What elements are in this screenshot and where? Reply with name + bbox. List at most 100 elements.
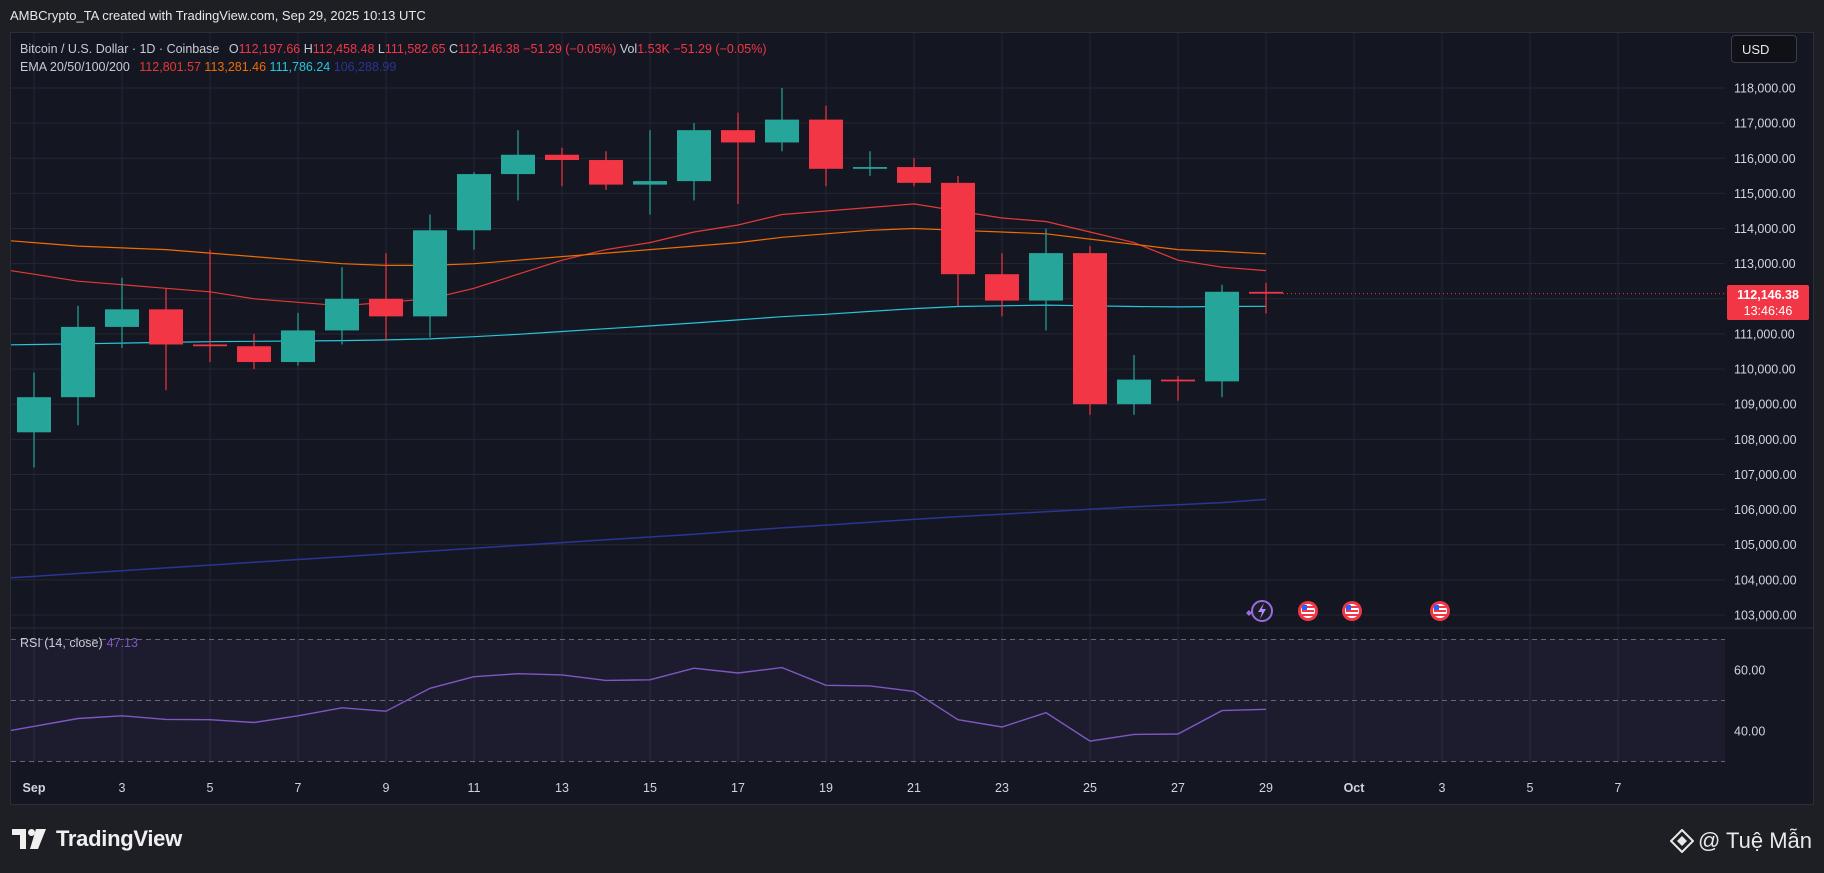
ema-label[interactable]: EMA 20/50/100/200 <box>20 60 130 74</box>
candle-body <box>721 130 755 143</box>
rsi-legend: RSI (14, close) 47.13 <box>20 636 138 650</box>
candle <box>281 312 315 366</box>
ema-line-ema50 <box>10 227 1267 266</box>
price-axis-label: 118,000.00 <box>1734 82 1796 96</box>
open-value: 112,197.66 <box>238 42 301 56</box>
candle-body <box>1029 253 1063 301</box>
time-axis-label: 13 <box>555 781 569 795</box>
candle-body <box>1117 379 1151 405</box>
time-axis-label: 5 <box>1527 781 1534 795</box>
time-axis-label: 11 <box>468 781 481 795</box>
candle-body <box>501 154 535 175</box>
candle <box>765 88 799 152</box>
candle <box>1205 284 1239 398</box>
rsi-axis-label: 40.00 <box>1734 725 1765 739</box>
time-axis-label: 17 <box>731 781 745 795</box>
candle-body <box>237 346 271 363</box>
tradingview-wordmark: TradingView <box>56 826 182 851</box>
candle-body <box>193 344 227 347</box>
price-axis-label: 106,000.00 <box>1734 503 1797 517</box>
candle <box>105 277 139 348</box>
time-axis-label: 29 <box>1259 781 1273 795</box>
us-flag-event-icon <box>1298 601 1318 621</box>
candle <box>897 158 931 187</box>
us-flag-event-icon <box>1342 601 1362 621</box>
candle <box>149 288 183 391</box>
time-axis-label: 7 <box>295 781 302 795</box>
symbol-label[interactable]: Bitcoin / U.S. Dollar · 1D · Coinbase <box>20 42 220 56</box>
ohlc-row: Bitcoin / U.S. Dollar · 1D · Coinbase O1… <box>20 40 766 58</box>
candle-body <box>457 174 491 231</box>
candle <box>1161 376 1195 401</box>
chart-panel[interactable] <box>10 32 1814 805</box>
diamond-icon <box>1669 829 1694 853</box>
time-axis-label: 21 <box>907 781 921 795</box>
lightning-event-icon <box>1246 600 1273 622</box>
candle-countdown: 13:46:46 <box>1743 304 1793 318</box>
price-axis-label: 104,000.00 <box>1734 573 1797 587</box>
ema50-value: 113,281.46 <box>204 60 267 74</box>
close-value: 112,146.38 <box>458 42 520 56</box>
candle-body <box>897 167 931 183</box>
volume-label: Vol <box>619 42 638 56</box>
ema-row: EMA 20/50/100/200 112,801.57 113,281.46 … <box>20 58 766 76</box>
candle <box>237 333 271 370</box>
watermark-text: @ Tuệ Mẫn <box>1697 828 1812 853</box>
candle <box>17 372 51 468</box>
attribution-text: AMBCrypto_TA created with TradingView.co… <box>10 8 426 23</box>
candle <box>413 214 447 338</box>
author-watermark: @ Tuệ Mẫn <box>1669 828 1812 854</box>
candle <box>61 305 95 426</box>
low-value: 111,582.65 <box>384 42 446 56</box>
price-axis-label: 107,000.00 <box>1734 468 1797 482</box>
candle-body <box>941 182 975 275</box>
candle-body <box>325 298 359 331</box>
candle <box>1073 246 1107 415</box>
candle <box>809 105 843 187</box>
volume-value: 1.53K <box>637 42 670 56</box>
economic-events <box>1246 600 1450 622</box>
change-value: −51.29 (−0.05%) <box>523 42 617 56</box>
time-axis-label: 3 <box>119 781 126 795</box>
candle-body <box>1073 253 1107 405</box>
time-axis-label: 5 <box>207 781 214 795</box>
candle-body <box>369 298 403 317</box>
candle-body <box>105 309 139 327</box>
price-axis-label: 103,000.00 <box>1734 609 1797 623</box>
price-axis-label: 114,000.00 <box>1734 222 1796 236</box>
candle <box>589 151 623 190</box>
price-axis-label: 116,000.00 <box>1734 152 1796 166</box>
candle <box>1029 228 1063 331</box>
price-axis-label: 105,000.00 <box>1734 538 1797 552</box>
candle-body <box>765 119 799 143</box>
candle-body <box>633 181 667 185</box>
time-axis-label: 19 <box>819 781 833 795</box>
rsi-value: 47.13 <box>106 636 138 650</box>
time-axis-label: 23 <box>995 781 1009 795</box>
candle-body <box>1249 291 1283 294</box>
candle <box>1249 282 1283 314</box>
candle-body <box>589 160 623 185</box>
last-price-tag: 112,146.38 13:46:46 <box>1727 285 1809 320</box>
time-axis-label: Oct <box>1344 781 1366 795</box>
candle-body <box>853 167 887 169</box>
rsi-line <box>10 666 1267 742</box>
close-label: C <box>449 42 459 56</box>
attribution-bar: AMBCrypto_TA created with TradingView.co… <box>0 0 1824 32</box>
rsi-label[interactable]: RSI (14, close) <box>20 636 103 650</box>
ema20-value: 112,801.57 <box>139 60 201 74</box>
candle <box>501 130 535 201</box>
price-axis-label: 109,000.00 <box>1734 398 1797 412</box>
ema-line-ema20 <box>10 203 1267 307</box>
candle <box>193 249 227 363</box>
currency-button[interactable]: USD <box>1731 35 1797 63</box>
candle <box>853 151 887 176</box>
candle <box>633 130 667 215</box>
candle-body <box>545 154 579 161</box>
price-axis-label: 108,000.00 <box>1734 433 1797 447</box>
candle-body <box>1161 379 1195 382</box>
candle-body <box>677 130 711 182</box>
tradingview-icon <box>12 829 46 849</box>
candle <box>545 147 579 187</box>
